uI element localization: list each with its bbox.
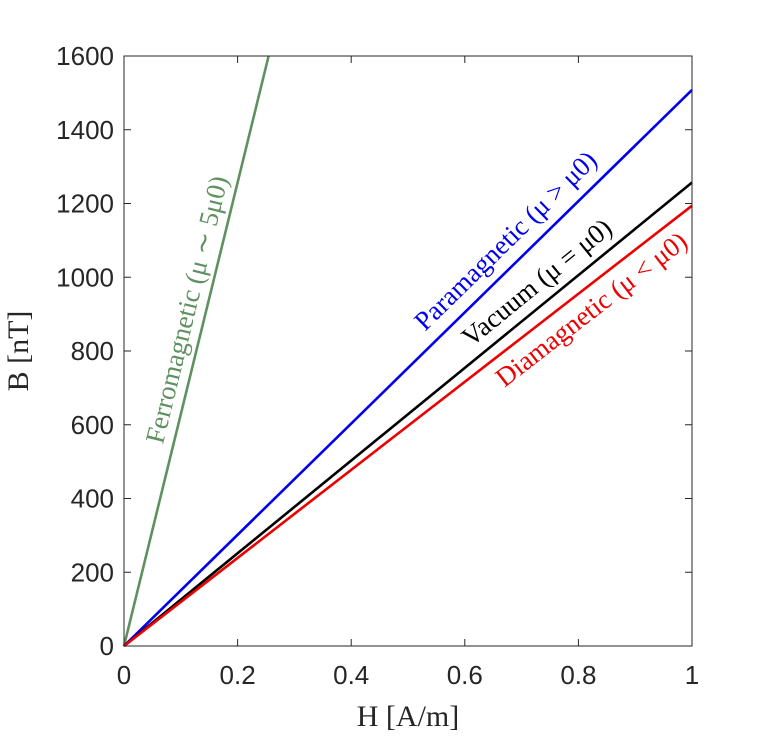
y-tick-label: 1000 xyxy=(56,262,114,292)
y-tick-label: 1200 xyxy=(56,189,114,219)
x-tick-label: 0 xyxy=(117,660,131,690)
y-tick-label: 400 xyxy=(71,484,114,514)
x-axis-label: H [A/m] xyxy=(357,700,459,733)
y-tick-label: 200 xyxy=(71,557,114,587)
x-tick-label: 0.6 xyxy=(447,660,483,690)
series-layer xyxy=(122,55,693,648)
y-tick-label: 1600 xyxy=(56,41,114,71)
x-tick-label: 0.2 xyxy=(220,660,256,690)
series-line-0 xyxy=(122,55,270,647)
x-tick-label: 0.8 xyxy=(560,660,596,690)
y-tick-label: 1400 xyxy=(56,115,114,145)
series-line-1 xyxy=(123,88,693,647)
x-tick-label: 1 xyxy=(685,660,699,690)
series-line-2 xyxy=(123,181,693,648)
y-tick-label: 800 xyxy=(71,336,114,366)
x-tick-label: 0.4 xyxy=(333,660,369,690)
series-line-3 xyxy=(123,204,693,648)
series-labels: Ferromagnetic (μ ∼ 5μ0) Paramagnetic (μ >… xyxy=(140,145,693,446)
y-tick-label: 0 xyxy=(100,631,114,661)
ticks-layer: 0 0.2 0.4 0.6 0.8 1 0 200 400 600 800 1000 1200 1400 1… xyxy=(56,41,699,690)
y-axis-label: B [nT] xyxy=(2,311,35,392)
y-tick-label: 600 xyxy=(71,410,114,440)
plot-area xyxy=(123,55,693,647)
series-label-0: Ferromagnetic (μ ∼ 5μ0) xyxy=(140,173,234,447)
